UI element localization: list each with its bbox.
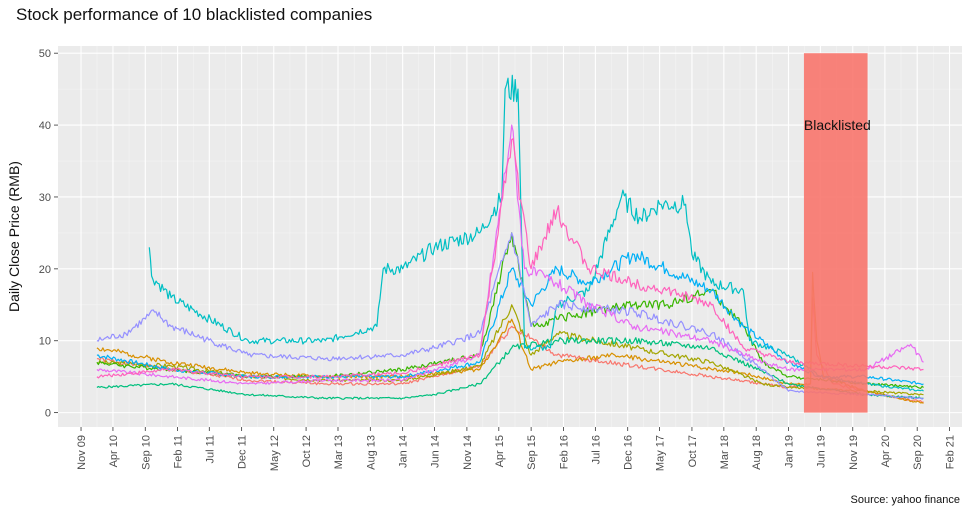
x-tick-label: Oct 12	[301, 435, 313, 467]
x-tick-label: Feb 21	[945, 435, 957, 469]
x-tick-label: Aug 13	[365, 435, 377, 470]
x-tick-label: Jul 16	[590, 435, 602, 464]
x-tick-label: May 17	[655, 435, 667, 471]
x-tick-label: Nov 14	[462, 435, 474, 470]
series-line-4	[96, 232, 924, 389]
x-tick-label: Dec 16	[623, 435, 635, 470]
blacklisted-label: Blacklisted	[804, 117, 871, 133]
x-tick-label: Jan 19	[784, 435, 796, 468]
series-line-5	[96, 336, 924, 400]
x-tick-label: Nov 19	[848, 435, 860, 470]
chart-caption: Source: yahoo finance	[850, 494, 960, 506]
blacklisted-region	[803, 53, 868, 413]
y-axis-label: Daily Close Price (RMB)	[6, 161, 22, 312]
x-tick-label: Mar 13	[333, 435, 345, 469]
x-tick-label: Jun 19	[815, 435, 827, 468]
series-line-8	[96, 232, 924, 400]
x-tick-label: Aug 18	[751, 435, 763, 470]
x-tick-label: Apr 10	[108, 435, 120, 467]
x-tick-label: Sep 10	[140, 435, 152, 470]
x-tick-label: Feb 16	[558, 435, 570, 469]
y-tick-label: 20	[39, 264, 51, 276]
x-tick-label: Sep 20	[912, 435, 924, 470]
x-tick-label: Jan 14	[398, 435, 410, 468]
x-tick-label: Mar 18	[719, 435, 731, 469]
x-tick-label: Nov 09	[76, 435, 88, 470]
x-tick-label: May 12	[269, 435, 281, 471]
x-tick-label: Feb 11	[173, 435, 185, 468]
y-tick-label: 10	[39, 336, 51, 348]
y-tick-label: 40	[39, 120, 51, 132]
y-tick-label: 50	[39, 48, 51, 60]
x-tick-label: Jul 11	[204, 435, 216, 464]
x-tick-label: Apr 15	[494, 435, 506, 467]
series-line-9	[96, 124, 924, 385]
series-line-6	[148, 74, 924, 392]
x-tick-label: Jun 14	[430, 435, 442, 468]
y-tick-label: 30	[39, 192, 51, 204]
x-tick-label: Sep 15	[526, 435, 538, 470]
chart-title: Stock performance of 10 blacklisted comp…	[16, 5, 373, 24]
series-line-10	[96, 138, 924, 379]
x-tick-label: Oct 17	[687, 435, 699, 467]
x-tick-label: Apr 20	[880, 435, 892, 467]
y-tick-label: 0	[45, 408, 51, 420]
x-tick-label: Dec 11	[237, 435, 249, 469]
